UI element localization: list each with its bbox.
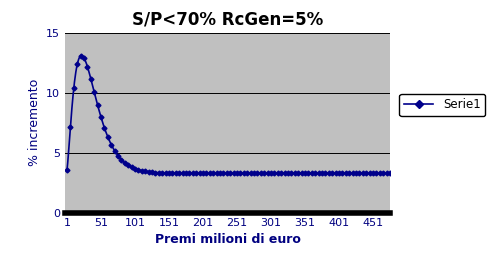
Title: S/P<70% RcGen=5%: S/P<70% RcGen=5% xyxy=(132,10,323,28)
Legend: Serie1: Serie1 xyxy=(399,94,486,116)
Y-axis label: % incremento: % incremento xyxy=(28,79,40,167)
X-axis label: Premi milioni di euro: Premi milioni di euro xyxy=(154,233,300,246)
